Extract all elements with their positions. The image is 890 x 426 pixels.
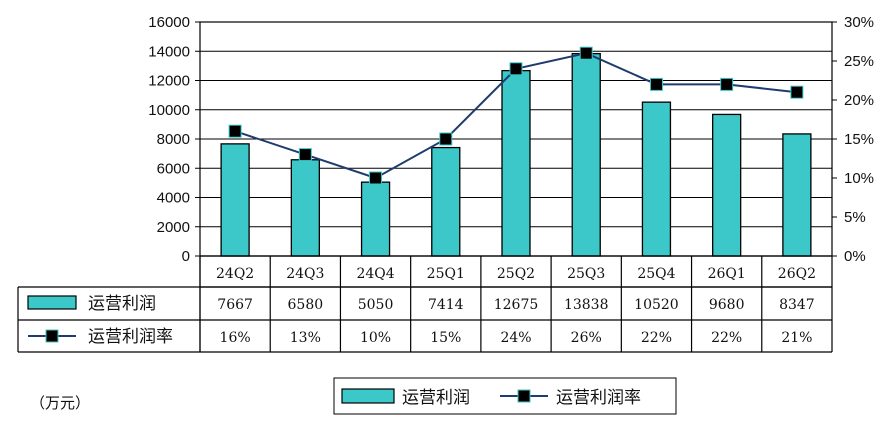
marker-operating-margin bbox=[579, 46, 593, 60]
bar-operating-profit bbox=[360, 181, 391, 257]
table-value-operating-margin: 22% bbox=[641, 330, 672, 346]
table-value-operating-profit: 5050 bbox=[358, 297, 394, 313]
category-label: 25Q2 bbox=[497, 266, 535, 282]
table-value-operating-profit: 9680 bbox=[709, 297, 745, 313]
table-value-operating-profit: 12675 bbox=[494, 297, 539, 313]
table-value-operating-margin: 10% bbox=[360, 330, 391, 346]
category-label: 26Q1 bbox=[708, 266, 746, 282]
left-axis-tick-label: 16000 bbox=[148, 14, 190, 31]
table-value-operating-profit: 6580 bbox=[288, 297, 324, 313]
bar-operating-profit bbox=[641, 101, 672, 257]
table-value-operating-profit: 7414 bbox=[428, 297, 464, 313]
left-axis-tick-label: 4000 bbox=[157, 190, 190, 207]
bar-operating-profit bbox=[501, 69, 531, 257]
marker-operating-margin bbox=[649, 77, 663, 91]
bar-operating-profit bbox=[220, 143, 250, 257]
legend-bar-swatch bbox=[341, 388, 395, 404]
category-label: 25Q4 bbox=[637, 266, 675, 282]
right-axis-tick-label: 30% bbox=[844, 14, 874, 31]
marker-operating-margin bbox=[790, 85, 804, 99]
table-value-operating-margin: 15% bbox=[430, 330, 461, 346]
table-value-operating-profit: 7667 bbox=[217, 297, 253, 313]
table-value-operating-margin: 22% bbox=[711, 330, 742, 346]
left-axis-tick-label: 0 bbox=[182, 248, 190, 265]
marker-operating-margin bbox=[228, 124, 242, 138]
category-label: 24Q3 bbox=[286, 266, 324, 282]
marker-operating-margin bbox=[369, 171, 383, 185]
table-value-operating-profit: 8347 bbox=[779, 297, 815, 313]
marker-operating-margin bbox=[720, 77, 734, 91]
category-label: 25Q1 bbox=[427, 266, 465, 282]
legend-label-operating-profit: 运营利润 bbox=[402, 388, 470, 408]
left-axis-tick-label: 8000 bbox=[157, 131, 190, 148]
left-axis-tick-label: 6000 bbox=[157, 160, 190, 177]
marker-operating-margin bbox=[439, 132, 453, 146]
category-label: 25Q3 bbox=[567, 266, 605, 282]
right-axis-tick-label: 0% bbox=[844, 248, 866, 265]
left-axis-tick-label: 2000 bbox=[157, 219, 190, 236]
bar-operating-profit bbox=[431, 146, 461, 257]
table-legend-marker-swatch bbox=[45, 329, 59, 343]
table-value-operating-profit: 10520 bbox=[634, 297, 679, 313]
marker-operating-margin bbox=[509, 62, 523, 76]
bar-operating-profit bbox=[571, 52, 601, 257]
left-axis-tick-label: 14000 bbox=[148, 43, 190, 60]
bar-operating-profit bbox=[712, 113, 742, 257]
bar-operating-profit bbox=[782, 133, 812, 257]
table-row-label-operating-profit: 运营利润 bbox=[88, 294, 156, 314]
table-value-operating-margin: 26% bbox=[571, 330, 602, 346]
right-axis-tick-label: 20% bbox=[844, 92, 874, 109]
right-axis-tick-label: 25% bbox=[844, 53, 874, 70]
table-row-label-operating-margin: 运营利润率 bbox=[88, 327, 173, 347]
table-value-operating-profit: 13838 bbox=[564, 297, 609, 313]
unit-note: （万元） bbox=[30, 394, 91, 412]
table-value-operating-margin: 13% bbox=[290, 330, 321, 346]
category-label: 26Q2 bbox=[778, 266, 816, 282]
left-axis-tick-label: 12000 bbox=[148, 73, 190, 90]
table-value-operating-margin: 21% bbox=[781, 330, 812, 346]
right-axis-tick-label: 10% bbox=[844, 170, 874, 187]
category-label: 24Q4 bbox=[356, 266, 394, 282]
right-axis-tick-label: 5% bbox=[844, 209, 866, 226]
table-value-operating-margin: 16% bbox=[220, 330, 251, 346]
bar-operating-profit bbox=[290, 159, 320, 257]
legend-marker-swatch bbox=[517, 389, 531, 403]
table-value-operating-margin: 24% bbox=[500, 330, 531, 346]
right-axis-tick-label: 15% bbox=[844, 131, 874, 148]
left-axis-tick-label: 10000 bbox=[148, 102, 190, 119]
marker-operating-margin bbox=[298, 148, 312, 162]
table-legend-bar-swatch bbox=[27, 295, 77, 310]
legend-label-operating-margin: 运营利润率 bbox=[556, 388, 641, 408]
category-label: 24Q2 bbox=[216, 266, 254, 282]
